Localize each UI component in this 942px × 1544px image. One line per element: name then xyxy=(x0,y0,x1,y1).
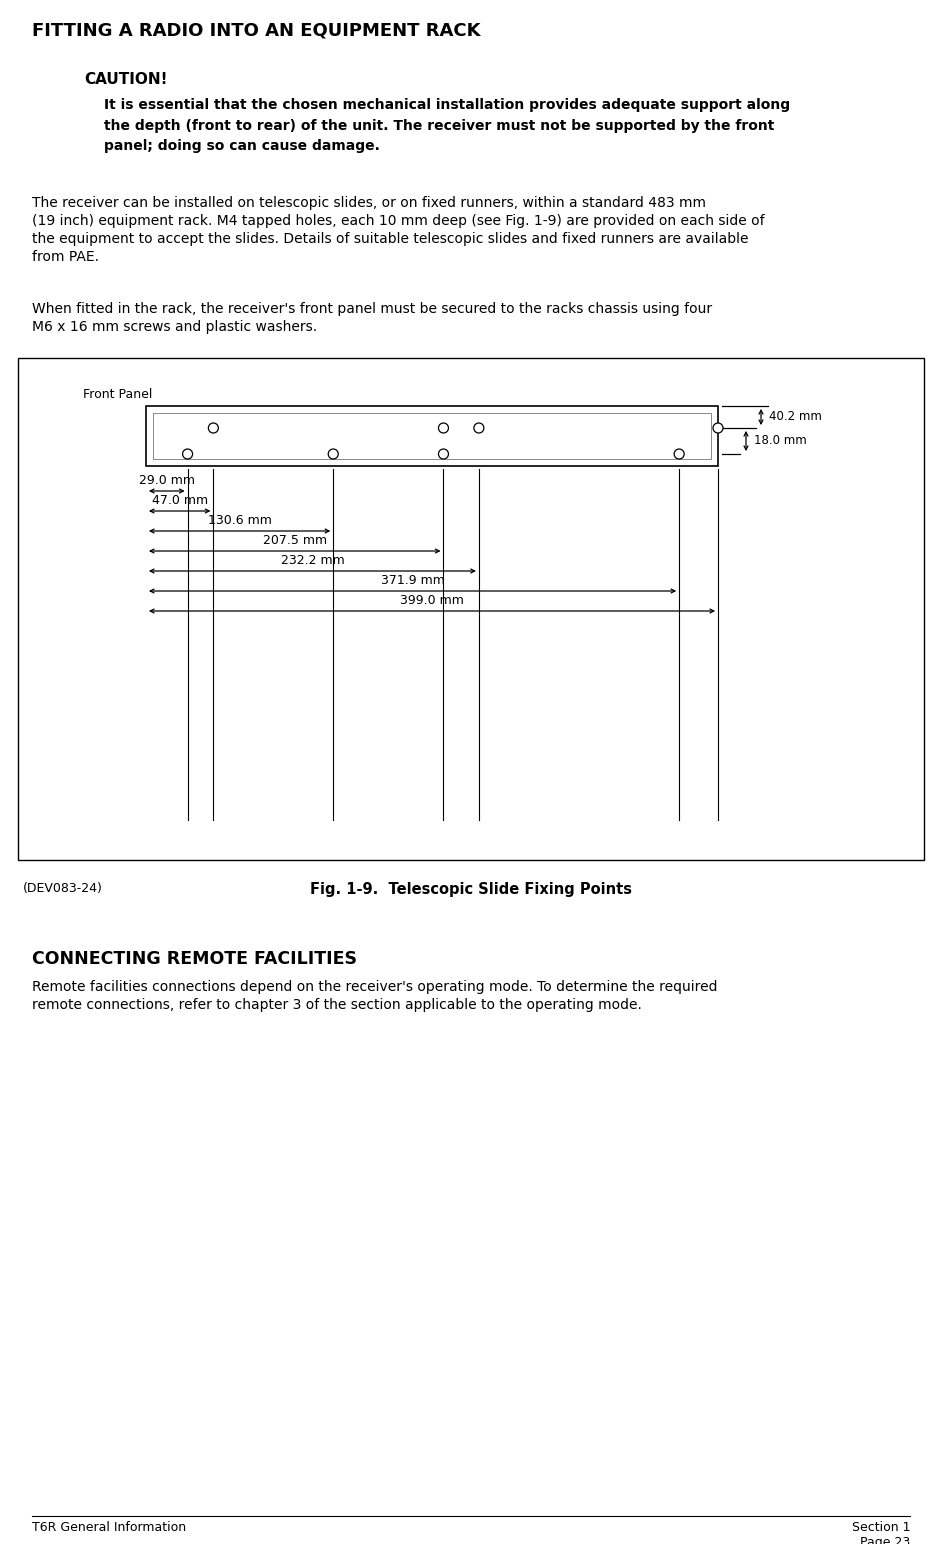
Text: (DEV083-24): (DEV083-24) xyxy=(23,882,103,896)
Bar xyxy=(146,406,718,466)
Circle shape xyxy=(474,423,484,432)
Text: 47.0 mm: 47.0 mm xyxy=(152,494,208,506)
Circle shape xyxy=(438,423,448,432)
Circle shape xyxy=(438,449,448,459)
Text: Remote facilities connections depend on the receiver's operating mode. To determ: Remote facilities connections depend on … xyxy=(32,980,718,994)
Bar xyxy=(153,412,711,459)
Circle shape xyxy=(328,449,338,459)
Text: Page 23: Page 23 xyxy=(860,1536,910,1544)
Text: CONNECTING REMOTE FACILITIES: CONNECTING REMOTE FACILITIES xyxy=(32,950,357,968)
Text: 130.6 mm: 130.6 mm xyxy=(207,514,271,527)
Text: from PAE.: from PAE. xyxy=(32,250,99,264)
Text: Section 1: Section 1 xyxy=(852,1521,910,1535)
Text: remote connections, refer to chapter 3 of the section applicable to the operatin: remote connections, refer to chapter 3 o… xyxy=(32,997,642,1011)
Text: M6 x 16 mm screws and plastic washers.: M6 x 16 mm screws and plastic washers. xyxy=(32,320,317,334)
Text: 399.0 mm: 399.0 mm xyxy=(400,594,464,607)
Text: When fitted in the rack, the receiver's front panel must be secured to the racks: When fitted in the rack, the receiver's … xyxy=(32,303,712,317)
Circle shape xyxy=(183,449,192,459)
Text: T6R General Information: T6R General Information xyxy=(32,1521,187,1535)
Text: Fig. 1-9.  Telescopic Slide Fixing Points: Fig. 1-9. Telescopic Slide Fixing Points xyxy=(310,882,632,897)
Text: Front Panel: Front Panel xyxy=(83,388,153,401)
Text: It is essential that the chosen mechanical installation provides adequate suppor: It is essential that the chosen mechanic… xyxy=(104,97,790,153)
Text: (19 inch) equipment rack. M4 tapped holes, each 10 mm deep (see Fig. 1-9) are pr: (19 inch) equipment rack. M4 tapped hole… xyxy=(32,215,765,229)
Bar xyxy=(18,358,924,860)
Text: 232.2 mm: 232.2 mm xyxy=(281,554,345,567)
Text: FITTING A RADIO INTO AN EQUIPMENT RACK: FITTING A RADIO INTO AN EQUIPMENT RACK xyxy=(32,22,480,40)
Text: the equipment to accept the slides. Details of suitable telescopic slides and fi: the equipment to accept the slides. Deta… xyxy=(32,232,749,245)
Circle shape xyxy=(208,423,219,432)
Text: 371.9 mm: 371.9 mm xyxy=(381,574,445,587)
Text: CAUTION!: CAUTION! xyxy=(84,73,168,86)
Text: 40.2 mm: 40.2 mm xyxy=(769,411,821,423)
Circle shape xyxy=(674,449,684,459)
Text: 207.5 mm: 207.5 mm xyxy=(263,534,327,547)
Text: 18.0 mm: 18.0 mm xyxy=(754,434,806,448)
Text: 29.0 mm: 29.0 mm xyxy=(138,474,195,486)
Text: The receiver can be installed on telescopic slides, or on fixed runners, within : The receiver can be installed on telesco… xyxy=(32,196,706,210)
Circle shape xyxy=(713,423,723,432)
